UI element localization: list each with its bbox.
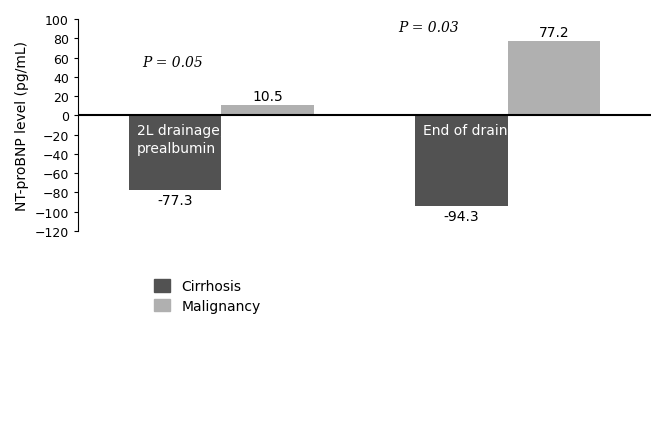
Legend: Cirrhosis, Malignancy: Cirrhosis, Malignancy <box>154 280 260 313</box>
Bar <box>221 106 314 116</box>
Text: -94.3: -94.3 <box>444 209 480 223</box>
Text: 77.2: 77.2 <box>539 26 569 40</box>
Bar <box>129 116 221 191</box>
Y-axis label: NT-proBNP level (pg/mL): NT-proBNP level (pg/mL) <box>15 41 29 211</box>
Text: -77.3: -77.3 <box>157 193 192 207</box>
Text: 10.5: 10.5 <box>252 90 283 104</box>
Text: 2L drainage,
prealbumin: 2L drainage, prealbumin <box>137 124 224 156</box>
Bar <box>415 116 507 207</box>
Bar <box>507 42 601 116</box>
Text: P = 0.05: P = 0.05 <box>142 56 202 70</box>
Text: P = 0.03: P = 0.03 <box>398 21 459 35</box>
Text: End of drainage: End of drainage <box>424 124 534 138</box>
